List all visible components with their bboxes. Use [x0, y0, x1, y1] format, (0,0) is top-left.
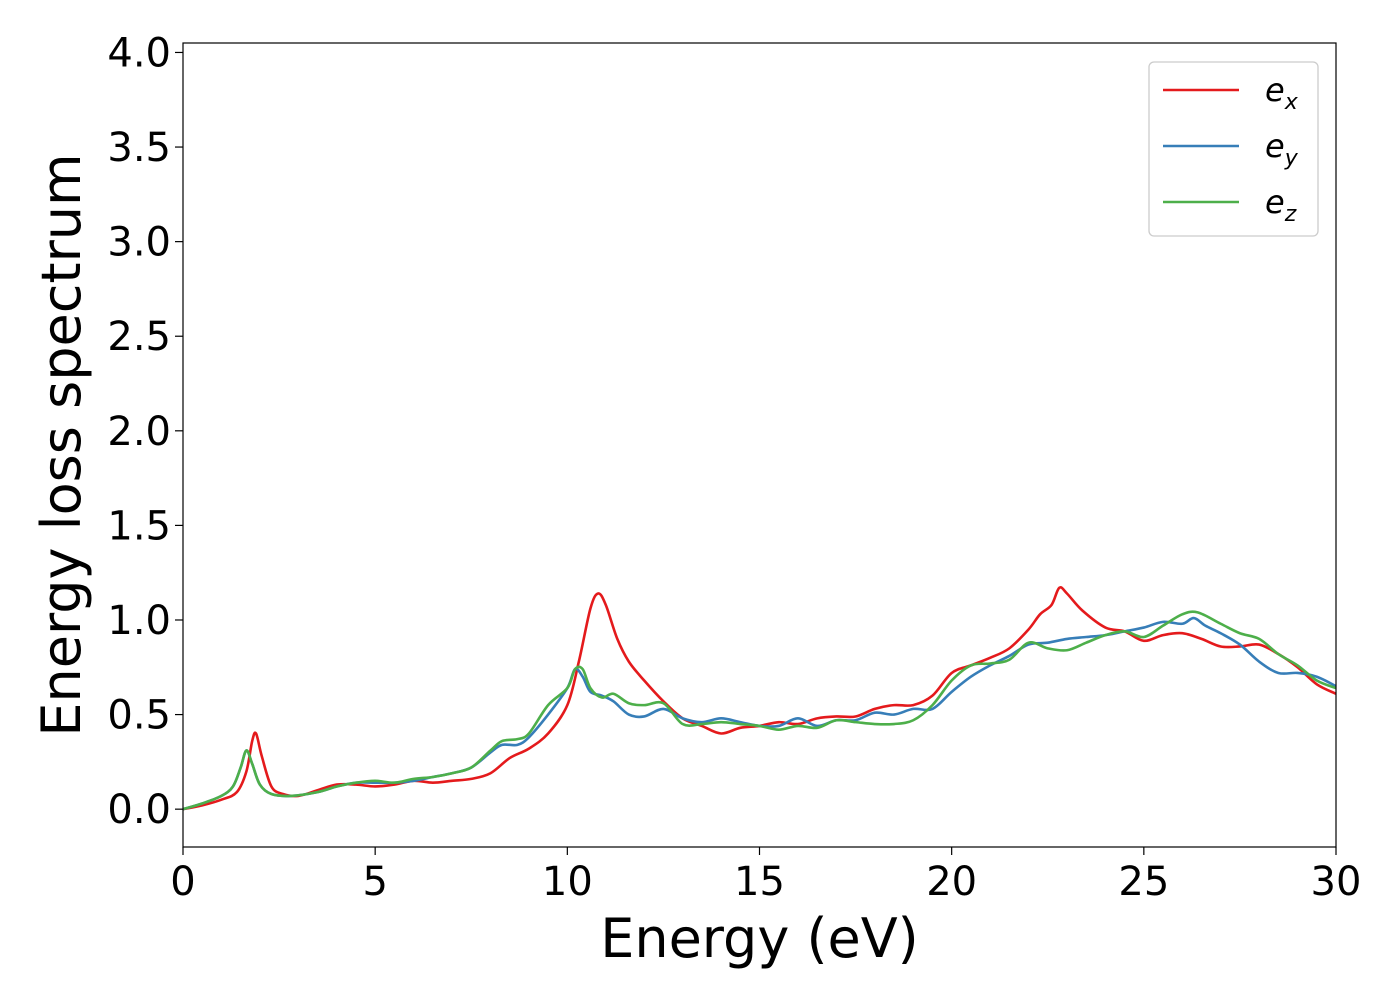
x-tick-label: 0 — [170, 859, 195, 905]
y-tick-label: 0.0 — [107, 787, 171, 833]
y-tick-label: 1.5 — [107, 503, 171, 549]
x-tick-label: 30 — [1311, 859, 1362, 905]
legend: ex ey ez — [1148, 61, 1319, 237]
y-tick-label: 4.0 — [107, 30, 171, 76]
series-line-ez — [183, 610, 1336, 811]
x-tick-label: 15 — [734, 859, 785, 905]
series-line-ey — [183, 616, 1336, 811]
x-tick-label: 25 — [1118, 859, 1169, 905]
y-tick-label: 2.5 — [107, 314, 171, 360]
x-tick-label: 5 — [362, 859, 387, 905]
y-axis-title: Energy loss spectrum — [30, 153, 93, 736]
y-tick-label: 3.0 — [107, 220, 171, 266]
x-tick-label: 20 — [926, 859, 977, 905]
y-tick-label: 3.5 — [107, 125, 171, 171]
x-axis-title: Energy (eV) — [600, 907, 919, 970]
x-tick-label: 10 — [542, 859, 593, 905]
legend-label-ex: ex — [1265, 71, 1299, 115]
y-axis-ticks: 0.0 0.5 1.0 1.5 2.0 2.5 3.0 3.5 4.0 — [107, 30, 183, 833]
x-axis-ticks: 0 5 10 15 20 25 30 — [170, 847, 1361, 905]
y-tick-label: 0.5 — [107, 693, 171, 739]
series-line-ex — [183, 586, 1336, 811]
legend-label-ez: ez — [1265, 183, 1297, 227]
legend-label-ey: ey — [1265, 127, 1299, 171]
y-tick-label: 2.0 — [107, 409, 171, 455]
series-layer — [183, 586, 1336, 811]
y-tick-label: 1.0 — [107, 598, 171, 644]
legend-box — [1148, 61, 1319, 237]
